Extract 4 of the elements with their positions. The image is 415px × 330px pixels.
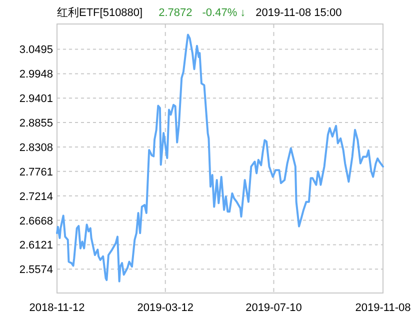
annotation: -0.47% ↓	[202, 7, 246, 19]
annotation: 2019-11-08 15:00	[256, 7, 342, 19]
title: 红利ETF[510880]	[57, 7, 143, 19]
annotation: 2.7872	[158, 7, 192, 19]
